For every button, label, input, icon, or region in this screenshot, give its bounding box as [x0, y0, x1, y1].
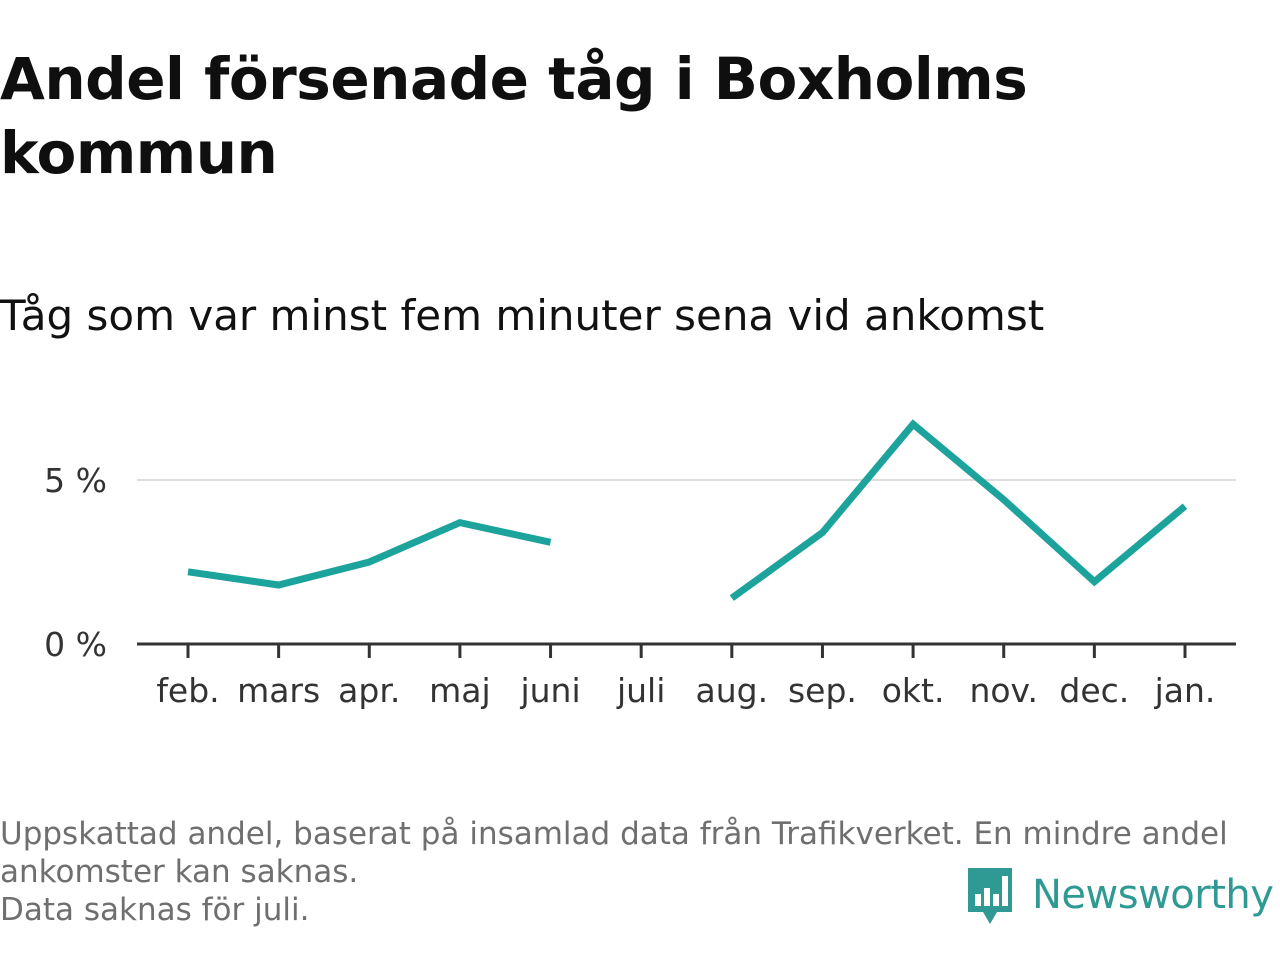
brand-logo: Newsworthy	[964, 862, 1274, 928]
x-tick-label: juli	[616, 671, 665, 710]
footnote: Uppskattad andel, baserat på insamlad da…	[0, 815, 1270, 929]
x-tick-label: feb.	[156, 671, 219, 710]
x-tick-label: nov.	[969, 671, 1038, 710]
newsworthy-logo-icon	[968, 868, 1012, 924]
x-tick-label: mars	[237, 671, 320, 710]
footnote-source-line: Uppskattad andel, baserat på insamlad da…	[0, 816, 1228, 852]
x-tick-label: juni	[519, 671, 580, 710]
x-tick-label: maj	[429, 671, 491, 710]
x-tick-label: dec.	[1059, 671, 1129, 710]
x-tick-label: apr.	[338, 671, 400, 710]
footnote-missing-data: Data saknas för juli.	[0, 892, 310, 928]
series-line	[729, 419, 1188, 601]
chart-subtitle: Tåg som var minst fem minuter sena vid a…	[0, 291, 1045, 340]
x-tick-label: okt.	[882, 671, 945, 710]
y-tick-label: 0 %	[44, 625, 107, 664]
x-tick-label: jan.	[1154, 671, 1216, 710]
x-tick-label: aug.	[696, 671, 769, 710]
footnote-source-line-cont: ankomster kan saknas.	[0, 854, 359, 890]
x-tick-label: sep.	[788, 671, 857, 710]
line-chart: 0 % 5 % feb. mars apr. maj juni juli aug. sep. okt…	[44, 419, 1236, 710]
brand-name: Newsworthy	[1032, 872, 1274, 918]
chart-title: Andel försenade tåg i Boxholms kommun	[0, 45, 1028, 187]
series-line	[187, 518, 552, 589]
y-tick-label: 5 %	[44, 461, 107, 500]
